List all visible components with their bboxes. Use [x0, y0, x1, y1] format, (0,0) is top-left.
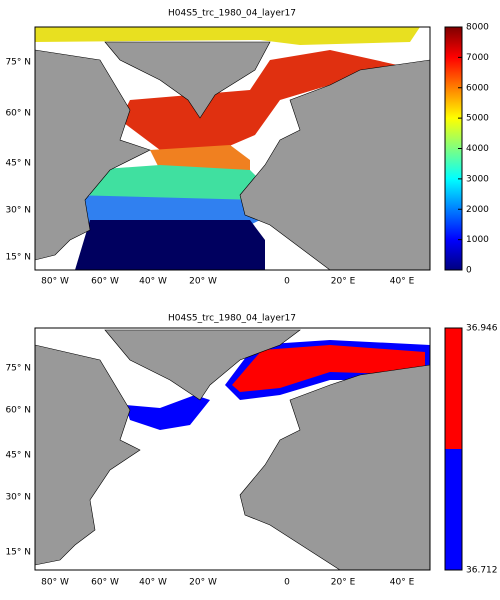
colorbar-label: 7000 [466, 53, 489, 63]
lat-label: 30° N [5, 206, 31, 216]
lat-label: 75° N [5, 58, 31, 68]
colorbar-label: 8000 [466, 23, 489, 33]
colorbar-label: 1000 [466, 235, 489, 245]
colorbar-label: 3000 [466, 174, 489, 184]
lon-label: 40° E [390, 277, 415, 287]
map-bottom [35, 328, 430, 570]
lon-label: 80° W [41, 277, 69, 287]
colorbar-label: 0 [466, 266, 472, 276]
lat-label: 60° N [5, 109, 31, 119]
lon-label: 20° E [331, 578, 356, 588]
lon-label: 40° W [139, 578, 167, 588]
lon-label: 20° W [189, 277, 217, 287]
lon-label: 60° W [91, 578, 119, 588]
lat-label: 75° N [5, 364, 31, 374]
colorbar-top [445, 328, 462, 449]
map-title: H04S5_trc_1980_04_layer17 [168, 9, 296, 19]
colorbar-label: 5000 [466, 114, 489, 124]
lon-label: 20° W [189, 578, 217, 588]
lat-label: 45° N [5, 451, 31, 461]
colorbar-label: 2000 [466, 205, 489, 215]
map-title: H04S5_trc_1980_04_layer17 [168, 314, 296, 324]
colorbar-label: 36.712 [466, 566, 498, 576]
lon-label: 40° E [390, 578, 415, 588]
lon-label: 40° W [139, 277, 167, 287]
lat-label: 15° N [5, 548, 31, 558]
lon-label: 80° W [41, 578, 69, 588]
lat-label: 45° N [5, 159, 31, 169]
colorbar-label: 6000 [466, 83, 489, 93]
lat-label: 60° N [5, 406, 31, 416]
colorbar-label: 36.946 [466, 324, 498, 334]
lon-label: 60° W [91, 277, 119, 287]
lon-label: 20° E [331, 277, 356, 287]
lat-label: 15° N [5, 253, 31, 263]
colorbar-label: 4000 [466, 144, 489, 154]
map-top [35, 27, 430, 270]
lat-label: 30° N [5, 493, 31, 503]
lon-label: 0 [284, 277, 290, 287]
lon-label: 0 [284, 578, 290, 588]
colorbar-bottom [445, 449, 462, 570]
